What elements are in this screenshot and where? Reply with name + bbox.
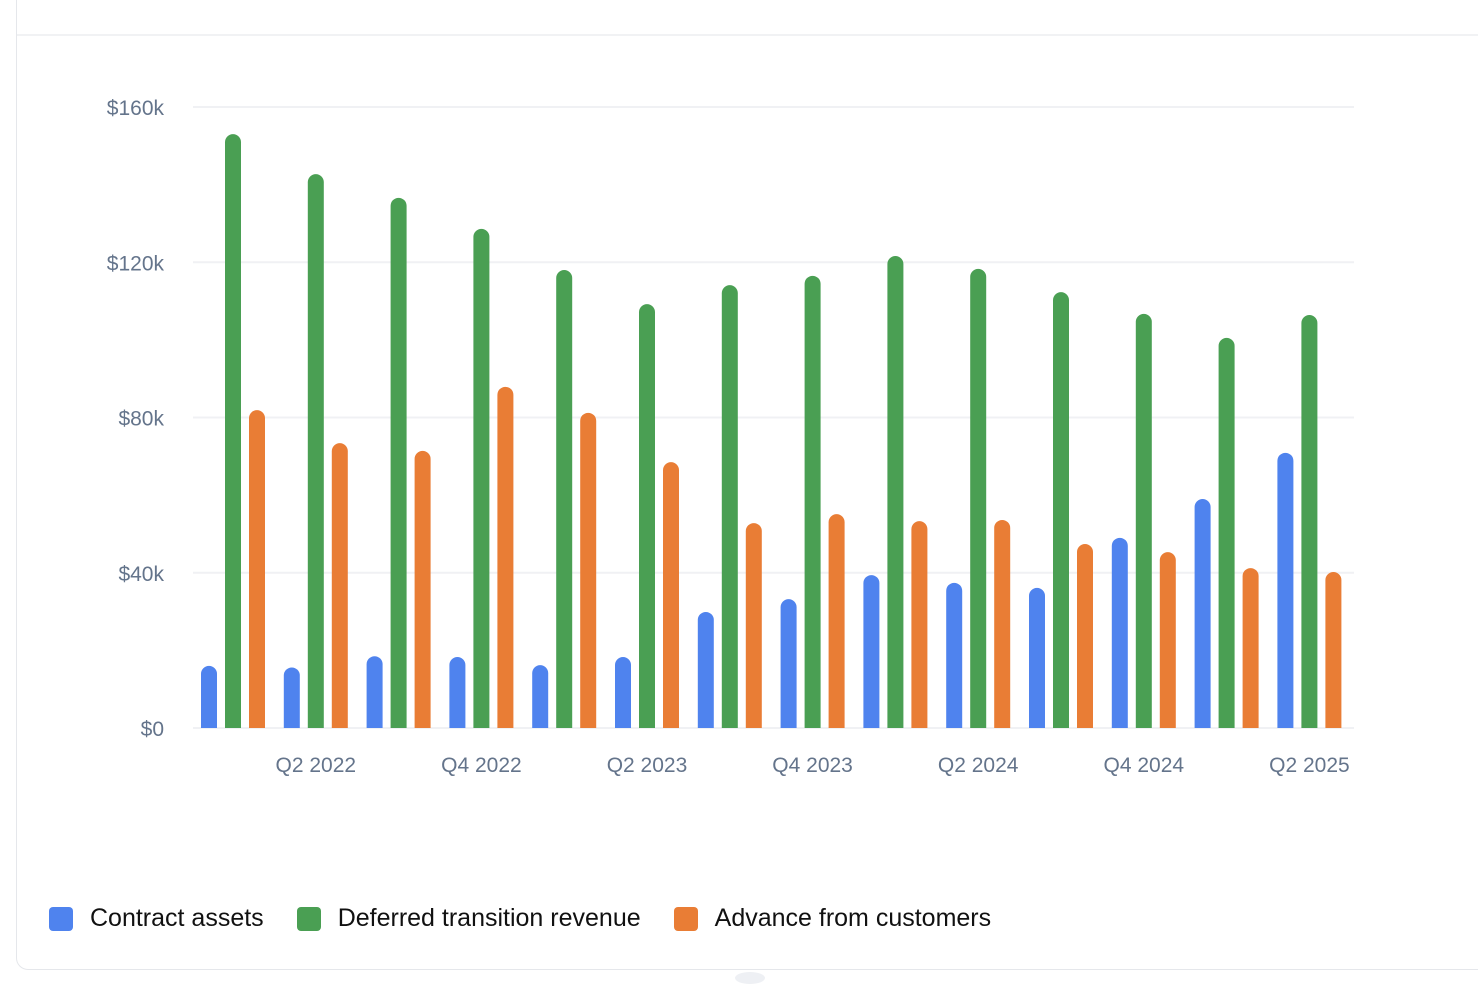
x-axis-ticks: Q2 2022 Q4 2022 Q2 2023 Q4 2023 Q2 2024 Q4 20… bbox=[276, 754, 1350, 777]
bar-deferred-transition-revenue-q2-2023[interactable] bbox=[639, 304, 655, 728]
bars bbox=[201, 134, 1342, 729]
bar-contract-assets-q3-2024[interactable] bbox=[1029, 587, 1045, 728]
bar-advance-from-customers-q2-2023[interactable] bbox=[663, 462, 679, 728]
bar-deferred-transition-revenue-q1-2025[interactable] bbox=[1218, 337, 1235, 728]
bar-contract-assets-q4-2023[interactable] bbox=[780, 599, 797, 728]
x-tick-label: Q4 2022 bbox=[441, 754, 522, 777]
bar-contract-assets-q3-2022[interactable] bbox=[366, 656, 383, 728]
legend-item-advance-from-customers[interactable]: Advance from customers bbox=[673, 904, 992, 933]
x-tick-label: Q2 2025 bbox=[1269, 754, 1350, 777]
bar-contract-assets-q2-2025[interactable] bbox=[1277, 452, 1294, 728]
legend-label: Advance from customers bbox=[714, 904, 992, 932]
bar-chart: $0$40k$80k$120k$160k Q2 2022 Q4 2022 Q2 20… bbox=[107, 97, 1354, 777]
bar-contract-assets-q2-2024[interactable] bbox=[946, 582, 963, 728]
bar-deferred-transition-revenue-q3-2022[interactable] bbox=[390, 197, 407, 729]
bar-advance-from-customers-q1-2022[interactable] bbox=[249, 410, 265, 728]
y-tick-label: $40k bbox=[118, 563, 164, 586]
bar-contract-assets-q2-2023[interactable] bbox=[615, 656, 631, 728]
chart-legend: Contract assets Deferred transition reve… bbox=[49, 904, 1024, 933]
bar-advance-from-customers-q4-2022[interactable] bbox=[497, 386, 514, 728]
bar-contract-assets-q4-2022[interactable] bbox=[449, 656, 466, 728]
bar-contract-assets-q3-2023[interactable] bbox=[697, 611, 714, 728]
bar-deferred-transition-revenue-q4-2022[interactable] bbox=[473, 228, 490, 728]
bar-deferred-transition-revenue-q2-2022[interactable] bbox=[307, 174, 324, 728]
legend-label: Deferred transition revenue bbox=[337, 904, 641, 932]
y-axis-ticks: $0 $40k $80k $120k $160k bbox=[107, 97, 165, 741]
bar-contract-assets-q1-2025[interactable] bbox=[1194, 499, 1211, 728]
bar-contract-assets-q4-2024[interactable] bbox=[1111, 537, 1128, 728]
bar-advance-from-customers-q4-2024[interactable] bbox=[1159, 552, 1176, 728]
bar-deferred-transition-revenue-q1-2023[interactable] bbox=[556, 270, 573, 728]
y-tick-label: $80k bbox=[118, 408, 164, 431]
legend-item-deferred-transition-revenue[interactable]: Deferred transition revenue bbox=[296, 904, 641, 933]
resize-handle[interactable] bbox=[735, 972, 765, 984]
bar-deferred-transition-revenue-q1-2022[interactable] bbox=[225, 134, 241, 728]
bar-deferred-transition-revenue-q3-2023[interactable] bbox=[721, 285, 738, 728]
y-tick-label: $0 bbox=[141, 718, 164, 741]
bar-deferred-transition-revenue-q3-2024[interactable] bbox=[1053, 292, 1069, 728]
y-tick-label: $160k bbox=[107, 97, 165, 120]
x-tick-label: Q2 2022 bbox=[276, 754, 357, 777]
bar-advance-from-customers-q2-2025[interactable] bbox=[1325, 571, 1342, 728]
bar-advance-from-customers-q1-2024[interactable] bbox=[911, 521, 928, 728]
legend-label: Contract assets bbox=[90, 904, 264, 932]
bar-deferred-transition-revenue-q4-2024[interactable] bbox=[1135, 313, 1152, 728]
bar-advance-from-customers-q2-2022[interactable] bbox=[331, 443, 348, 728]
legend-swatch-deferred-transition-revenue bbox=[296, 906, 321, 931]
bar-advance-from-customers-q1-2023[interactable] bbox=[580, 412, 597, 728]
panel-header-divider bbox=[17, 34, 1478, 36]
x-tick-label: Q2 2024 bbox=[938, 754, 1019, 777]
bar-advance-from-customers-q3-2022[interactable] bbox=[414, 450, 431, 728]
x-tick-label: Q4 2023 bbox=[772, 754, 853, 777]
bar-advance-from-customers-q3-2023[interactable] bbox=[745, 523, 762, 728]
y-tick-label: $120k bbox=[107, 252, 165, 275]
bar-deferred-transition-revenue-q2-2024[interactable] bbox=[970, 268, 987, 728]
grid-lines bbox=[193, 106, 1354, 729]
bar-contract-assets-q1-2024[interactable] bbox=[863, 575, 880, 728]
x-tick-label: Q2 2023 bbox=[607, 754, 688, 777]
x-tick-label: Q4 2024 bbox=[1104, 754, 1185, 777]
legend-swatch-contract-assets bbox=[49, 906, 73, 931]
bar-advance-from-customers-q2-2024[interactable] bbox=[994, 519, 1011, 728]
bar-contract-assets-q1-2023[interactable] bbox=[532, 665, 549, 728]
bar-contract-assets-q2-2022[interactable] bbox=[283, 667, 300, 728]
bar-deferred-transition-revenue-q2-2025[interactable] bbox=[1301, 315, 1318, 728]
bar-deferred-transition-revenue-q1-2024[interactable] bbox=[887, 256, 904, 728]
bar-deferred-transition-revenue-q4-2023[interactable] bbox=[804, 275, 821, 728]
legend-swatch-advance-from-customers bbox=[673, 906, 698, 931]
bar-contract-assets-q1-2022[interactable] bbox=[201, 665, 217, 728]
legend-item-contract-assets[interactable]: Contract assets bbox=[49, 904, 264, 933]
bar-advance-from-customers-q4-2023[interactable] bbox=[828, 514, 845, 728]
bar-advance-from-customers-q3-2024[interactable] bbox=[1077, 544, 1093, 728]
bar-advance-from-customers-q1-2025[interactable] bbox=[1242, 568, 1259, 728]
